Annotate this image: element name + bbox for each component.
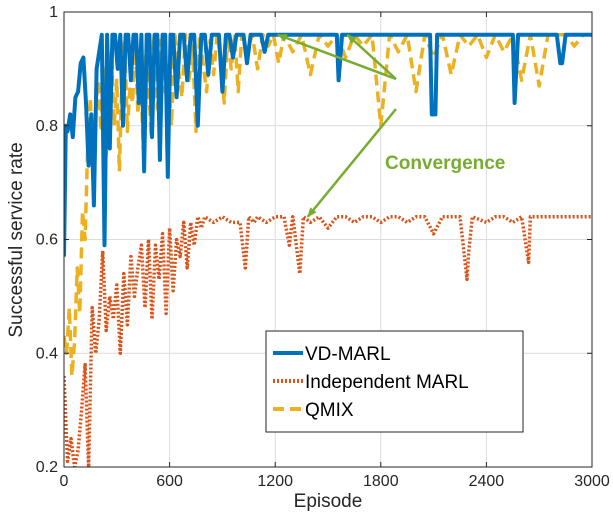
x-tick-label: 1800 xyxy=(363,473,399,490)
series-line-vd-marl xyxy=(64,32,592,257)
annotation: Convergence xyxy=(276,33,505,218)
legend-label-vd-marl: VD-MARL xyxy=(305,344,391,365)
axis-ticks: 0 600 1200 1800 2400 3000 0.2 0.4 0.6 0.8 1 xyxy=(36,4,610,490)
legend: VD-MARL Independent MARL QMIX xyxy=(265,330,524,433)
legend-label-qmix: QMIX xyxy=(305,400,354,421)
series-lines xyxy=(64,32,592,467)
x-tick-label: 0 xyxy=(60,473,69,490)
y-tick-label: 0.2 xyxy=(36,459,58,476)
annotation-arrow xyxy=(276,33,397,81)
y-tick-label: 0.8 xyxy=(36,118,58,135)
annotation-arrow xyxy=(346,33,397,80)
x-tick-label: 600 xyxy=(156,473,183,490)
x-tick-label: 3000 xyxy=(574,473,610,490)
annotation-label: Convergence xyxy=(385,153,505,174)
y-axis-label: Successful service rate xyxy=(6,142,27,337)
x-axis-label: Episode xyxy=(294,491,363,512)
series-line-independent-marl xyxy=(64,215,592,467)
x-tick-label: 2400 xyxy=(469,473,505,490)
y-tick-label: 1 xyxy=(49,4,58,21)
annotation-arrow xyxy=(306,108,397,218)
x-tick-label: 1200 xyxy=(257,473,293,490)
y-tick-label: 0.6 xyxy=(36,232,58,249)
y-tick-label: 0.4 xyxy=(36,345,58,362)
legend-label-independent-marl: Independent MARL xyxy=(305,372,469,393)
legend-box xyxy=(265,330,524,433)
